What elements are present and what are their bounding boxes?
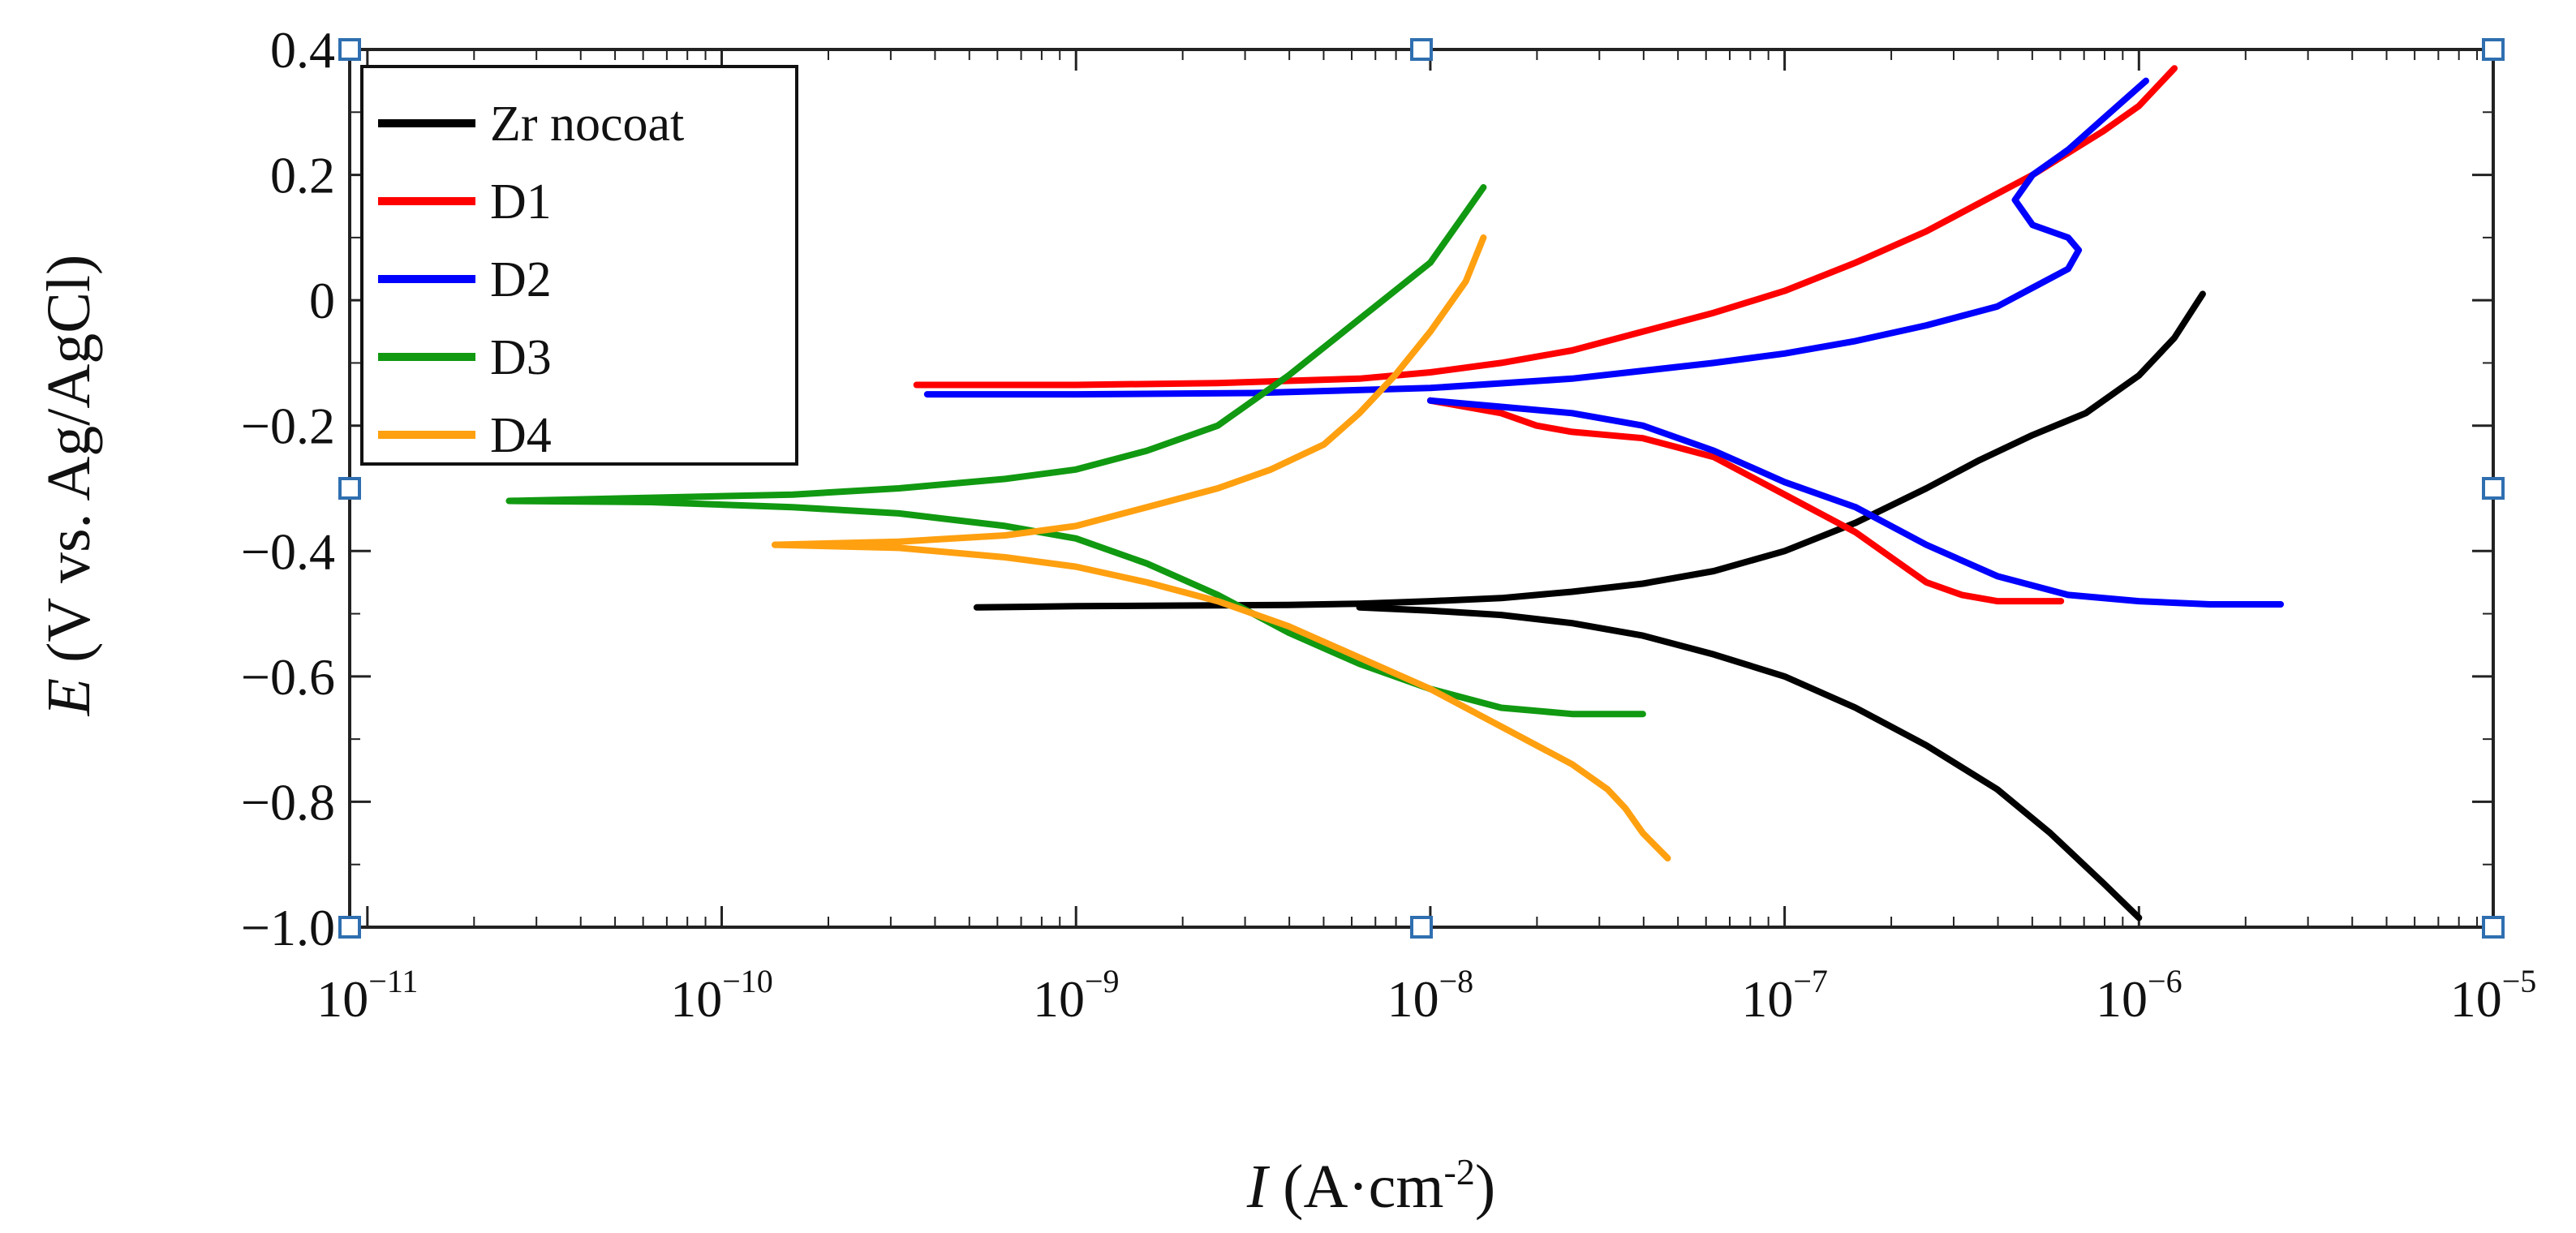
resize-handle <box>338 916 361 939</box>
y-axis-title: E (V vs. Ag/AgCl) <box>35 255 103 717</box>
series-d2-anodic <box>923 77 2149 398</box>
x-tick-label: 10−8 <box>1387 963 1474 1028</box>
resize-handle <box>338 38 361 61</box>
series-d4-anodic <box>772 234 1487 548</box>
x-tick-label: 10−11 <box>316 963 418 1028</box>
resize-handle <box>1410 916 1433 939</box>
legend-label-d1: D1 <box>490 174 552 230</box>
series-zr-nocoat-anodic <box>973 290 2206 611</box>
legend-label-zr-nocoat: Zr nocoat <box>490 97 684 152</box>
legend: Zr nocoat D1 D2 D3 D4 <box>360 65 798 466</box>
x-tick-label: 10−5 <box>2450 963 2537 1028</box>
x-axis-title: I (A·cm-2) <box>1246 1151 1495 1221</box>
series-zr-nocoat-cathodic <box>1356 604 2143 922</box>
series-layer <box>505 65 2284 922</box>
legend-label-d3: D3 <box>490 330 552 385</box>
y-tick-label: −0.8 <box>241 773 335 831</box>
series-d4-cathodic <box>772 541 1671 861</box>
y-tick-label: 0 <box>309 272 335 329</box>
selection-handles <box>338 38 2505 939</box>
series-d1-cathodic <box>1426 397 2065 605</box>
resize-handle <box>1410 38 1433 61</box>
legend-label-d2: D2 <box>490 252 552 307</box>
resize-handle <box>2482 38 2505 61</box>
series-d3-anodic <box>505 184 1487 505</box>
y-tick-label: 0.4 <box>270 21 335 79</box>
y-tick-label: −0.2 <box>241 397 335 455</box>
x-tick-label: 10−9 <box>1033 963 1120 1028</box>
y-tick-label: −0.4 <box>241 522 335 580</box>
y-tick-label: −1.0 <box>241 899 335 956</box>
legend-items: Zr nocoat D1 D2 D3 D4 <box>378 97 684 463</box>
axis-ticks: 10−11 10−10 10−9 10−8 10−7 10−6 10−5 0.4 0.2 0 −0.… <box>241 21 2536 1028</box>
x-tick-label: 10−7 <box>1741 963 1828 1028</box>
resize-handle <box>338 477 361 500</box>
x-tick-label: 10−6 <box>2096 963 2183 1028</box>
resize-handle <box>2482 916 2505 939</box>
series-d2-cathodic <box>1426 397 2284 608</box>
legend-label-d4: D4 <box>490 408 552 463</box>
series-d1-anodic <box>913 65 2178 389</box>
legend-box <box>360 65 798 466</box>
resize-handle <box>2482 477 2505 500</box>
x-tick-label: 10−10 <box>670 963 773 1028</box>
series-d3-cathodic <box>505 497 1646 718</box>
y-tick-label: −0.6 <box>241 648 335 706</box>
y-tick-label: 0.2 <box>270 147 335 204</box>
